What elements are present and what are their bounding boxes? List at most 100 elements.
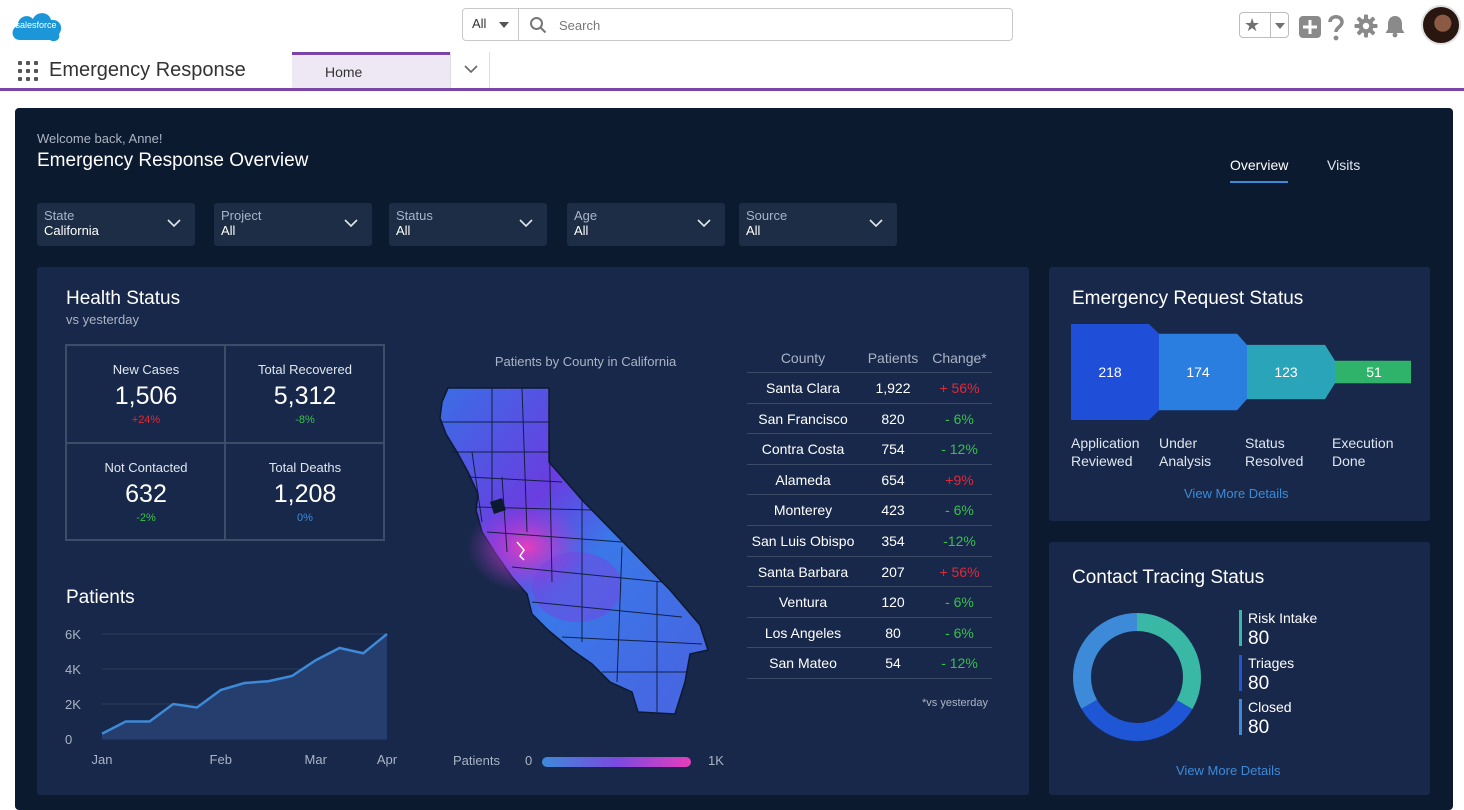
funnel-stage-label-line1: Under xyxy=(1159,435,1198,451)
filter-project[interactable]: Project All xyxy=(214,203,372,246)
funnel-stage-label-line2: Done xyxy=(1332,453,1366,469)
cell-change: -12% xyxy=(943,533,976,549)
cell-patients: 754 xyxy=(881,441,905,458)
funnel-segment[interactable] xyxy=(1071,324,1159,420)
notification-bell-icon[interactable] xyxy=(1384,14,1406,38)
cell-change: - 6% xyxy=(945,624,974,641)
cell-patients: 654 xyxy=(881,471,905,488)
legend-label: Triages xyxy=(1248,655,1295,671)
app-launcher-icon[interactable] xyxy=(18,61,38,81)
kpi-delta: +24% xyxy=(131,414,161,426)
filter-value: All xyxy=(396,223,411,238)
funnel-segment[interactable] xyxy=(1247,344,1335,400)
table-row[interactable]: Los Angeles 80 - 6% xyxy=(747,616,992,648)
legend-value: 80 xyxy=(1248,628,1270,649)
cell-county: Monterey xyxy=(773,502,833,519)
filter-state[interactable]: State California xyxy=(37,203,195,246)
logo-text: salesforce xyxy=(15,20,57,30)
x-tick-label: Feb xyxy=(210,752,232,767)
kpi-delta: 0% xyxy=(297,512,313,524)
emergency-view-more-link[interactable]: View More Details xyxy=(1184,486,1289,501)
map-legend-max: 1K xyxy=(708,753,724,768)
add-icon[interactable] xyxy=(1298,15,1322,39)
filter-status[interactable]: Status All xyxy=(389,203,547,246)
chevron-down-icon xyxy=(697,219,711,228)
search-icon xyxy=(530,17,547,34)
x-tick-label: Mar xyxy=(305,752,328,767)
kpi-total-recovered: Total Recovered 5,312 -8% xyxy=(226,346,384,443)
table-row[interactable]: San Luis Obispo 354 -12% xyxy=(747,525,992,556)
x-tick-label: Jan xyxy=(92,752,113,767)
funnel-value-label: 218 xyxy=(1098,364,1122,380)
chevron-down-icon xyxy=(344,219,358,228)
favorites-button[interactable]: ★ xyxy=(1239,12,1289,38)
cell-county: San Luis Obispo xyxy=(751,533,855,549)
cell-change: - 6% xyxy=(945,502,974,519)
filter-age[interactable]: Age All xyxy=(567,203,725,246)
contact-tracing-donut-chart xyxy=(1073,613,1201,741)
donut-slice[interactable] xyxy=(1073,613,1201,741)
salesforce-logo[interactable]: salesforce xyxy=(8,6,64,46)
cell-change: - 6% xyxy=(945,410,974,427)
funnel-segment[interactable] xyxy=(1335,360,1411,384)
table-row[interactable]: Santa Barbara 207 + 56% xyxy=(747,555,992,587)
cell-patients: 54 xyxy=(885,655,901,672)
table-row[interactable]: Alameda 654 +9% xyxy=(747,463,992,495)
funnel-value-label: 174 xyxy=(1186,364,1210,380)
map-title: Patients by County in California xyxy=(494,354,677,369)
tab-home[interactable]: Home xyxy=(292,52,450,88)
y-tick-label: 0 xyxy=(65,732,72,747)
kpi-grid: New Cases 1,506 +24% Total Recovered 5,3… xyxy=(65,344,385,541)
filter-source[interactable]: Source All xyxy=(739,203,897,246)
tracing-view-more-link[interactable]: View More Details xyxy=(1176,763,1281,778)
kpi-value: 1,506 xyxy=(114,382,178,410)
table-row[interactable]: San Francisco 820 - 6% xyxy=(747,402,992,434)
table-header-patients: Patients xyxy=(867,350,919,366)
california-county-map[interactable] xyxy=(432,382,722,722)
cell-change: +9% xyxy=(945,471,974,488)
cell-change: - 6% xyxy=(945,594,974,611)
funnel-stage-label-line1: Application xyxy=(1071,435,1140,451)
tab-menu-button[interactable] xyxy=(450,52,490,88)
kpi-delta: -8% xyxy=(295,414,315,426)
chevron-down-icon xyxy=(464,65,478,74)
app-name: Emergency Response xyxy=(49,59,246,81)
table-row[interactable]: Contra Costa 754 - 12% xyxy=(747,433,992,464)
funnel-stage-label-line1: Execution xyxy=(1332,435,1394,451)
filter-value: California xyxy=(44,223,99,238)
filter-value: All xyxy=(221,223,236,238)
emergency-funnel-chart: 218 174 123 51 xyxy=(1071,324,1411,420)
tab-overview[interactable]: Overview xyxy=(1230,157,1289,183)
table-row[interactable]: Ventura 120 - 6% xyxy=(747,586,992,617)
kpi-label: Not Contacted xyxy=(104,460,188,475)
global-header: salesforce All ★ xyxy=(0,0,1464,52)
funnel-stage-label-line2: Reviewed xyxy=(1071,453,1133,469)
funnel-stage-label-line2: Resolved xyxy=(1245,453,1304,469)
contact-tracing-card: Contact Tracing Status Risk Intake 80 Tria… xyxy=(1049,542,1430,795)
cell-county: San Mateo xyxy=(769,655,837,672)
funnel-segment[interactable] xyxy=(1159,333,1247,411)
legend-value: 80 xyxy=(1248,673,1270,694)
gear-icon[interactable] xyxy=(1354,14,1378,38)
kpi-delta: -2% xyxy=(136,512,156,524)
tab-visits[interactable]: Visits xyxy=(1327,157,1361,173)
user-avatar[interactable] xyxy=(1421,5,1461,45)
welcome-message: Welcome back, Anne! xyxy=(37,131,163,146)
kpi-label: New Cases xyxy=(112,362,180,377)
table-row[interactable]: San Mateo 54 - 12% xyxy=(747,647,992,678)
patients-line xyxy=(101,633,388,735)
donut-slice[interactable] xyxy=(1073,613,1201,741)
cell-county: Santa Barbara xyxy=(757,563,849,580)
dashboard: Welcome back, Anne! Emergency Response O… xyxy=(15,108,1453,810)
filter-value: All xyxy=(746,223,761,238)
filter-label: Status xyxy=(396,208,433,223)
table-row[interactable]: Santa Clara 1,922 + 56% xyxy=(747,372,992,403)
chevron-down-icon xyxy=(519,219,533,228)
funnel-stage-label: Status Resolved xyxy=(1245,434,1335,470)
help-icon[interactable] xyxy=(1326,13,1346,41)
table-row[interactable]: Monterey 423 - 6% xyxy=(747,494,992,525)
search-scope-select[interactable]: All xyxy=(463,9,519,40)
filter-label: State xyxy=(44,208,75,223)
search-input[interactable] xyxy=(559,13,999,37)
x-tick-label: Apr xyxy=(377,752,398,767)
